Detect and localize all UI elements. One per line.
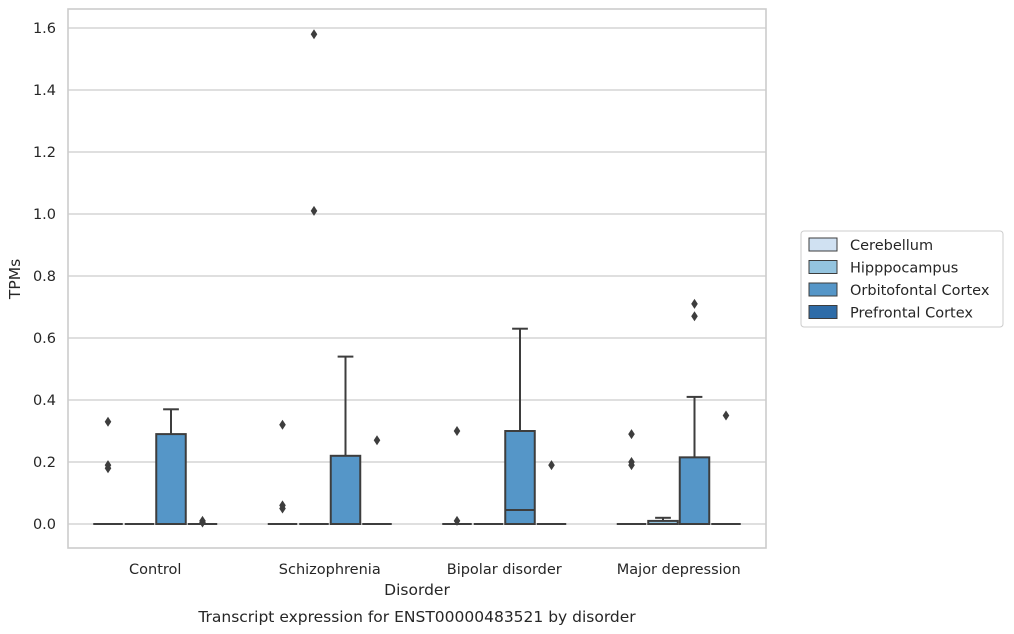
legend-swatch [808, 260, 838, 274]
outlier-point [104, 463, 112, 474]
box-cerebellum [442, 426, 472, 526]
box-orbitofontal-cortex [678, 298, 711, 526]
x-axis-label: Disorder [384, 581, 450, 599]
x-tick-label: Control [129, 562, 181, 578]
box-prefrontal-cortex [187, 515, 218, 528]
legend-swatch [808, 305, 838, 319]
outlier-point [722, 410, 730, 421]
x-axis-ticks: Control Schizophrenia Bipolar disorder Majo… [129, 562, 741, 578]
outlier-point [628, 429, 635, 440]
outlier-point [199, 517, 206, 528]
outlier-point [691, 298, 698, 309]
legend: Cerebellum Hipppocampus Orbitofontal Corte… [800, 230, 1004, 328]
outlier-point [279, 503, 286, 514]
x-tick-label: Bipolar disorder [447, 562, 562, 578]
x-tick-label: Schizophrenia [279, 562, 381, 578]
outlier-point [453, 515, 461, 526]
outlier-point [310, 205, 318, 216]
box-prefrontal-cortex [362, 435, 392, 525]
legend-label: Hipppocampus [850, 261, 958, 277]
y-tick-label: 1.6 [33, 21, 56, 37]
legend-label: Cerebellum [850, 238, 933, 254]
outlier-point [548, 460, 555, 471]
x-tick-label: Major depression [617, 562, 741, 578]
box [329, 454, 362, 525]
legend-swatch [808, 282, 838, 297]
outlier-point [453, 426, 461, 436]
box-orbitofontal-cortex [504, 327, 536, 525]
box-prefrontal-cortex [711, 410, 741, 525]
y-tick-label: 1.0 [33, 207, 56, 223]
outlier-point [373, 435, 381, 446]
y-tick-label: 0.4 [33, 393, 56, 409]
legend-label: Prefrontal Cortex [850, 306, 973, 322]
y-tick-label: 1.4 [33, 83, 56, 99]
legend-swatch [808, 237, 838, 252]
outlier-point [691, 311, 698, 322]
box-hipppocampus [647, 516, 679, 526]
y-tick-label: 1.2 [33, 145, 56, 161]
box-prefrontal-cortex [536, 460, 567, 525]
plot-frame [67, 8, 767, 549]
box-cerebellum [93, 416, 123, 525]
legend-label: Orbitofontal Cortex [850, 283, 990, 299]
chart-caption: Transcript expression for ENST0000048352… [197, 608, 636, 626]
y-tick-label: 0.0 [33, 517, 56, 533]
box-cerebellum [267, 419, 298, 525]
y-axis-label: TPMs [6, 259, 24, 300]
outlier-point [104, 416, 112, 427]
box-plot-area [93, 29, 741, 528]
legend-frame [800, 230, 1004, 328]
y-tick-label: 0.8 [33, 269, 56, 285]
box-orbitofontal-cortex [329, 355, 362, 525]
box [504, 430, 536, 525]
y-axis-ticks: 0.0 0.2 0.4 0.6 0.8 1.0 1.2 1.4 1.6 [33, 21, 56, 533]
box [678, 456, 711, 526]
y-tick-label: 0.6 [33, 331, 56, 347]
y-tick-label: 0.2 [33, 455, 56, 471]
box-hipppocampus [299, 29, 329, 525]
box-orbitofontal-cortex [155, 408, 187, 526]
outlier-point [628, 460, 635, 471]
box-cerebellum [616, 429, 647, 525]
outlier-point [310, 29, 318, 40]
outlier-point [279, 419, 286, 430]
box [155, 433, 187, 526]
